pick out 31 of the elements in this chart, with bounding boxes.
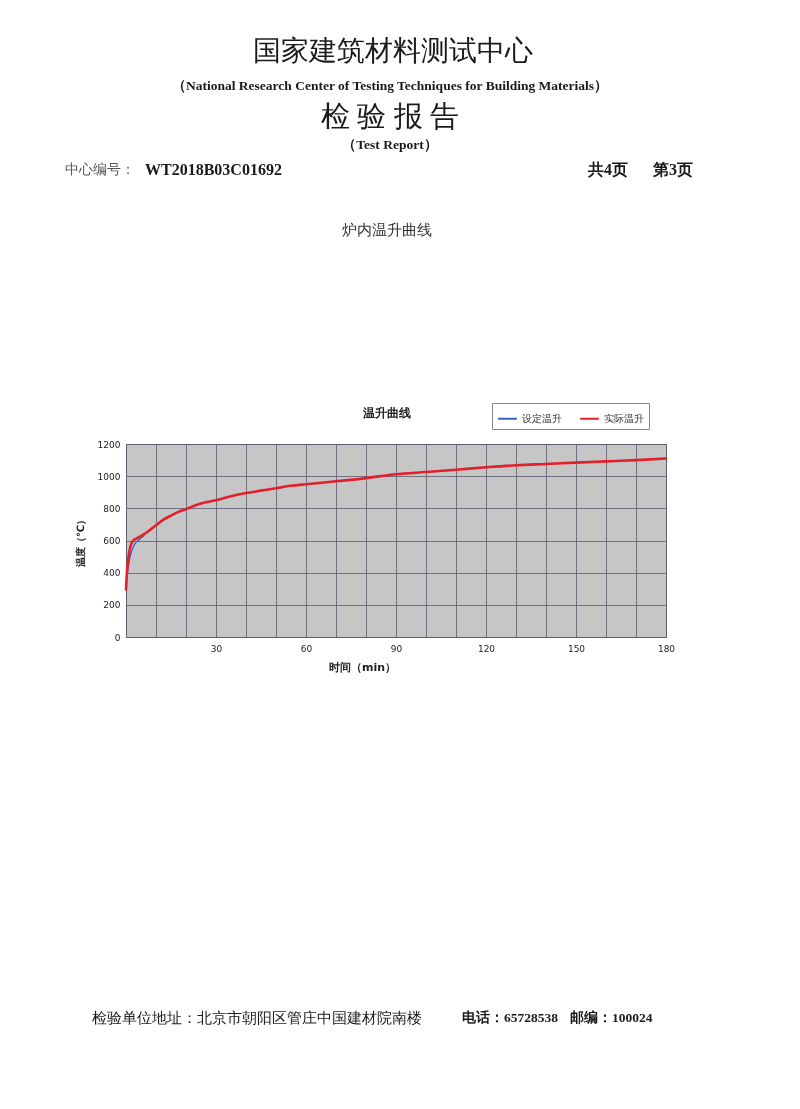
chart-title: 温升曲线 [362,406,411,420]
text: WT2018B03C01692 [145,161,282,178]
text: 检 验 报 告 [321,100,459,132]
legend-label: 实际温升 [604,412,644,424]
legend-label: 设定温升 [522,412,562,424]
y-tick-label: 600 [103,536,121,546]
x-axis-title: 时间（min） [328,660,397,674]
text: 检验单位地址：北京市朝阳区管庄中国建材院南楼 [92,1010,422,1026]
y-tick-label: 1200 [97,439,121,450]
x-tick-label: 150 [567,643,586,654]
x-tick-label: 120 [477,643,496,654]
text: 第3页 [652,161,693,178]
text: （National Research Center of Testing Techniques for Building Materials） [171,78,609,93]
y-tick-label: 1000 [97,471,121,482]
line-series [124,457,668,591]
text: 中心编号： [65,161,135,177]
y-tick-label: 400 [103,568,121,579]
text: 共4页 [587,161,628,178]
text: 电话：65728538 [462,1010,559,1025]
x-tick-label: 30 [210,643,223,654]
y-tick-label: 0 [114,632,121,643]
x-tick-label: 90 [390,643,403,654]
text: 炉内温升曲线 [342,222,432,238]
x-tick-label: 180 [657,643,676,654]
y-tick-label: 200 [103,600,121,611]
x-tick-label: 60 [300,643,313,654]
y-tick-label: 800 [103,503,121,514]
text: 国家建筑材料测试中心 [253,35,533,66]
y-axis-title: 温度（℃） [74,514,86,569]
text: 邮编：100024 [570,1009,653,1025]
text: （Test Report） [342,137,438,152]
